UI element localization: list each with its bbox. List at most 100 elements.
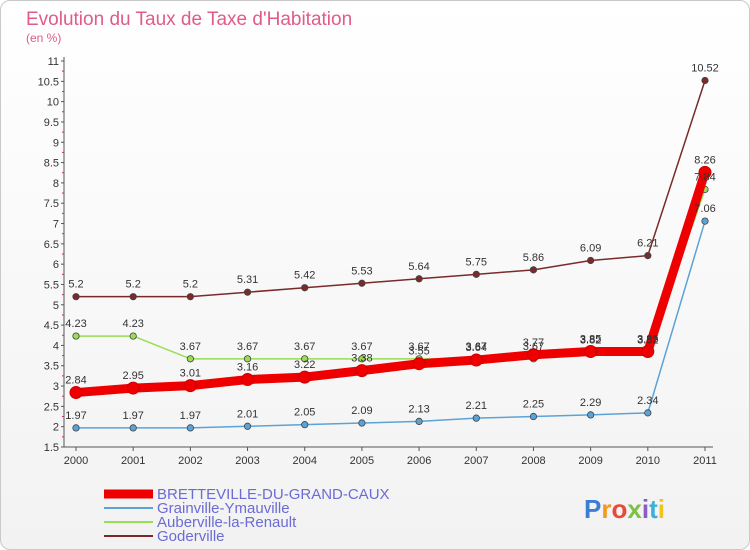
data-label-3: 5.86 bbox=[523, 252, 544, 264]
series-point-3 bbox=[472, 270, 480, 278]
logo-letter: P bbox=[584, 494, 601, 524]
series-point-0 bbox=[698, 165, 712, 179]
data-label-1: 2.25 bbox=[523, 399, 544, 411]
data-labels: 2.84 2.95 3.01 3.16 3.22 3.38 3.55 3.64 3.77 3.85… bbox=[65, 63, 718, 422]
legend-label-1: Grainville-Ymauville bbox=[157, 500, 290, 517]
x-tick-label: 2008 bbox=[521, 455, 545, 467]
x-tick-label: 2005 bbox=[350, 455, 374, 467]
series-point-1 bbox=[415, 417, 423, 426]
logo-letter: i bbox=[642, 494, 649, 524]
series-point-1 bbox=[129, 424, 137, 432]
data-label-0: 3.85 bbox=[580, 334, 601, 346]
data-label-0: 2.84 bbox=[65, 375, 86, 387]
x-tick-label: 2003 bbox=[235, 455, 259, 467]
series-point-0 bbox=[412, 357, 426, 371]
y-tick-label: 8 bbox=[53, 178, 59, 190]
data-label-3: 6.21 bbox=[637, 238, 658, 250]
series-point-1 bbox=[587, 411, 595, 419]
data-label-2: 4.23 bbox=[65, 318, 86, 330]
data-label-1: 2.05 bbox=[294, 407, 315, 419]
y-tick-label: 3.5 bbox=[44, 361, 59, 373]
y-tick-label: 6.5 bbox=[44, 239, 59, 251]
y-tick-label: 7.5 bbox=[44, 198, 59, 210]
series-point-3 bbox=[529, 266, 538, 274]
y-tick-label: 2 bbox=[53, 422, 59, 434]
logo-letter: r bbox=[601, 494, 611, 524]
data-label-2: 3.67 bbox=[237, 341, 258, 353]
series-point-0 bbox=[69, 386, 83, 400]
logo-letter: x bbox=[627, 494, 642, 524]
data-label-2: 3.82 bbox=[580, 335, 601, 347]
y-tick-label: 7 bbox=[53, 219, 59, 231]
series-point-3 bbox=[301, 284, 309, 292]
logo-letter: i bbox=[658, 494, 665, 524]
x-tick-label: 2001 bbox=[121, 455, 145, 467]
axes: 1.5 2 2.5 3 3.5 4 4.5 5 5.5 6 6.5 7 7.5 8 8.5 9 9.5 10 10.… bbox=[38, 56, 717, 467]
series-point-3 bbox=[358, 279, 366, 287]
y-tick-label: 8.5 bbox=[44, 158, 59, 170]
series-point-3 bbox=[72, 293, 80, 301]
data-label-3: 5.2 bbox=[126, 279, 141, 291]
data-label-2: 3.67 bbox=[408, 341, 429, 353]
x-tick-label: 2009 bbox=[578, 455, 602, 467]
data-label-1: 7.06 bbox=[694, 203, 715, 215]
data-label-1: 2.21 bbox=[466, 400, 487, 412]
series-point-3 bbox=[701, 76, 709, 85]
series-point-0 bbox=[584, 345, 598, 359]
data-label-1: 2.09 bbox=[351, 405, 372, 417]
data-label-1: 2.29 bbox=[580, 397, 601, 409]
data-label-0: 3.16 bbox=[237, 362, 258, 374]
legend-label-3: Goderville bbox=[157, 528, 225, 545]
y-tick-label: 11 bbox=[48, 56, 59, 68]
data-label-1: 2.13 bbox=[408, 403, 429, 415]
data-label-0: 2.95 bbox=[122, 370, 143, 382]
data-label-1: 1.97 bbox=[180, 410, 201, 422]
series-layer bbox=[69, 76, 712, 432]
data-label-3: 5.75 bbox=[466, 256, 487, 268]
y-tick-label: 6 bbox=[53, 259, 59, 271]
y-tick-label: 10 bbox=[47, 97, 59, 109]
series-point-3 bbox=[129, 293, 137, 301]
data-label-2: 3.82 bbox=[637, 335, 658, 347]
x-tick-label: 2006 bbox=[407, 455, 431, 467]
data-label-0: 3.64 bbox=[466, 342, 487, 354]
y-tick-label: 10.5 bbox=[38, 76, 59, 88]
series-point-1 bbox=[701, 217, 709, 225]
series-point-1 bbox=[644, 409, 652, 417]
chart-subtitle: (en %) bbox=[26, 31, 61, 45]
y-tick-label: 2.5 bbox=[44, 401, 59, 413]
series-point-2 bbox=[358, 355, 366, 363]
series-point-2 bbox=[243, 355, 252, 363]
series-point-3 bbox=[415, 275, 423, 283]
y-tick-label: 9 bbox=[53, 137, 59, 149]
series-point-0 bbox=[355, 364, 369, 378]
data-label-3: 5.31 bbox=[237, 274, 258, 286]
series-line-1 bbox=[75, 220, 706, 429]
chart-title: Evolution du Taux de Taxe d'Habitation bbox=[26, 9, 352, 30]
data-label-0: 3.55 bbox=[408, 346, 429, 358]
y-tick-label: 5 bbox=[53, 300, 59, 312]
y-tick-label: 3 bbox=[53, 381, 59, 393]
series-point-1 bbox=[358, 419, 366, 427]
series-point-0 bbox=[469, 353, 483, 367]
data-label-3: 5.2 bbox=[68, 279, 83, 291]
series-point-2 bbox=[186, 355, 194, 363]
legend-label-0: BRETTEVILLE-DU-GRAND-CAUX bbox=[157, 486, 390, 503]
x-tick-label: 2011 bbox=[693, 455, 717, 467]
data-label-0: 3.77 bbox=[523, 337, 544, 349]
data-label-3: 5.2 bbox=[183, 279, 198, 291]
series-point-3 bbox=[243, 288, 252, 296]
data-label-0: 8.26 bbox=[694, 154, 715, 166]
series-line-2 bbox=[75, 188, 706, 360]
series-point-3 bbox=[587, 256, 595, 265]
legend-label-2: Auberville-la-Renault bbox=[157, 514, 297, 531]
data-label-0: 3.22 bbox=[294, 359, 315, 371]
series-point-1 bbox=[186, 424, 194, 432]
data-label-3: 5.42 bbox=[294, 270, 315, 282]
series-point-0 bbox=[641, 345, 655, 359]
series-point-1 bbox=[72, 424, 80, 432]
series-point-2 bbox=[72, 332, 80, 340]
data-label-0: 3.01 bbox=[180, 368, 201, 380]
series-point-0 bbox=[183, 379, 197, 393]
